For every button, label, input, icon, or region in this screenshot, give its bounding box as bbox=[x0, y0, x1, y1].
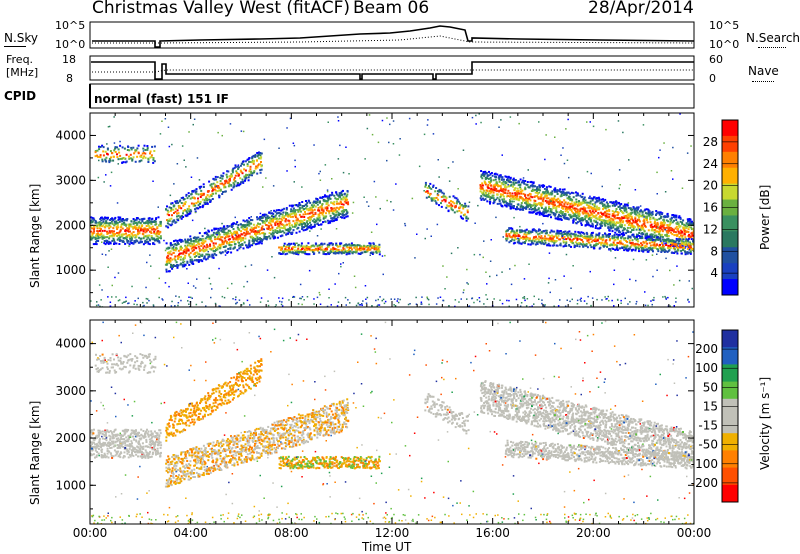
freq-tick-low: 8 bbox=[66, 72, 73, 85]
colorbar-swatch bbox=[722, 263, 738, 280]
noise-sky-line bbox=[92, 25, 695, 48]
colorbar-swatch bbox=[722, 151, 738, 169]
colorbar-swatch bbox=[722, 120, 738, 137]
x-tick-label: 00:00 bbox=[677, 526, 712, 540]
nave-tick-low: 0 bbox=[709, 72, 716, 85]
y-tick-label: 3000 bbox=[55, 173, 86, 187]
colorbar-swatch bbox=[722, 231, 738, 248]
x-tick-label: 12:00 bbox=[375, 526, 410, 540]
y-tick-label: 2000 bbox=[55, 431, 86, 445]
colorbar-swatch bbox=[722, 347, 738, 365]
colorbar-tick-label: 16 bbox=[703, 201, 718, 215]
colorbar-swatch bbox=[722, 330, 738, 348]
x-tick-label: 04:00 bbox=[173, 526, 208, 540]
freq-line bbox=[91, 61, 694, 80]
y-tick-label: 2000 bbox=[55, 218, 86, 232]
colorbar-tick-label: 50 bbox=[703, 380, 718, 394]
noise-right-tick-high: 10^5 bbox=[709, 19, 740, 32]
colorbar-swatch bbox=[722, 450, 738, 469]
colorbar-tick-label: 12 bbox=[703, 222, 718, 236]
x-tick-label: 08:00 bbox=[274, 526, 309, 540]
x-axis-title: Time UT bbox=[362, 540, 412, 554]
y-tick-label: 4000 bbox=[55, 128, 86, 142]
noise-left-tick-low: 10^0 bbox=[55, 38, 86, 51]
colorbar-tick-label: -100 bbox=[691, 457, 718, 471]
velocity-panel: 1000 2000 3000 4000 bbox=[55, 319, 695, 525]
y-tick-label: 1000 bbox=[55, 263, 86, 277]
colorbar-swatch bbox=[722, 364, 738, 383]
colorbar-tick-label: 200 bbox=[695, 342, 718, 356]
colorbar-tick-label: 20 bbox=[703, 179, 718, 193]
freq-label-line1: Freq. bbox=[6, 53, 34, 66]
freq-panel-frame bbox=[89, 55, 695, 81]
colorbar-tick-label: 24 bbox=[703, 157, 718, 171]
colorbar-tick-label: -15 bbox=[698, 419, 718, 433]
nave-line bbox=[92, 69, 694, 73]
noise-panel-frame bbox=[89, 21, 695, 49]
colorbar-swatch bbox=[722, 484, 738, 503]
colorbar-swatch bbox=[722, 279, 738, 296]
colorbar-swatch bbox=[722, 416, 738, 434]
colorbar-swatch bbox=[722, 433, 738, 451]
colorbar-tick-label: -50 bbox=[698, 438, 718, 452]
freq-label-line2: [MHz] bbox=[6, 66, 39, 79]
noise-left-tick-high: 10^5 bbox=[55, 19, 86, 32]
y-tick-label: 1000 bbox=[55, 478, 86, 492]
colorbar-swatch bbox=[722, 167, 738, 185]
beam-label: Beam 06 bbox=[353, 0, 430, 18]
cpid-mode: normal (fast) 151 IF bbox=[94, 92, 229, 106]
colorbar-tick-label: 15 bbox=[703, 399, 718, 413]
colorbar-frame bbox=[721, 329, 739, 503]
nave-label: Nave bbox=[748, 64, 779, 78]
colorbar-swatch bbox=[722, 467, 738, 486]
freq-tick-high: 18 bbox=[62, 53, 76, 66]
colorbar-tick-label: 4 bbox=[710, 266, 718, 280]
y-tick-label: 4000 bbox=[55, 337, 86, 351]
station-title: Christmas Valley West (fitACF) bbox=[92, 0, 351, 18]
velocity-colorbar: 200 100 50 15 -15 -50 -100 -200 bbox=[691, 329, 739, 503]
colorbar-tick-label: 8 bbox=[710, 244, 718, 258]
noise-right-tick-low: 10^0 bbox=[709, 38, 740, 51]
colorbar-swatch bbox=[722, 183, 738, 201]
cpid-panel-frame bbox=[89, 83, 695, 109]
x-tick-label: 20:00 bbox=[576, 526, 611, 540]
colorbar-tick-label: 28 bbox=[703, 135, 718, 149]
colorbar-tick-label: 100 bbox=[695, 361, 718, 375]
date-label: 28/Apr/2014 bbox=[588, 0, 694, 18]
x-tick-label: 00:00 bbox=[73, 526, 108, 540]
power-panel: 1000 2000 3000 4000 bbox=[55, 112, 695, 308]
noise-sky-label: N.Sky bbox=[4, 31, 39, 45]
noise-search-line bbox=[92, 35, 695, 44]
x-axis: 00:00 04:00 08:00 12:00 16:00 20:00 00:00 bbox=[73, 526, 712, 540]
nave-legend-line bbox=[752, 81, 774, 82]
x-tick-label: 16:00 bbox=[475, 526, 510, 540]
nave-tick-high: 60 bbox=[709, 53, 723, 66]
y-tick-label: 3000 bbox=[55, 384, 86, 398]
colorbar-tick-label: -200 bbox=[691, 476, 718, 490]
colorbar-swatch bbox=[722, 398, 738, 417]
colorbar-swatch bbox=[722, 135, 738, 153]
colorbar-swatch bbox=[722, 381, 738, 400]
power-colorbar: 28 24 20 16 12 8 4 bbox=[703, 119, 739, 296]
noise-search-label: N.Search bbox=[746, 31, 800, 45]
noise-sky-legend-line bbox=[4, 46, 26, 47]
colorbar-swatch bbox=[722, 215, 738, 232]
cpid-label: CPID bbox=[4, 89, 37, 103]
colorbar-swatch bbox=[722, 247, 738, 264]
noise-search-legend-line bbox=[758, 47, 786, 48]
